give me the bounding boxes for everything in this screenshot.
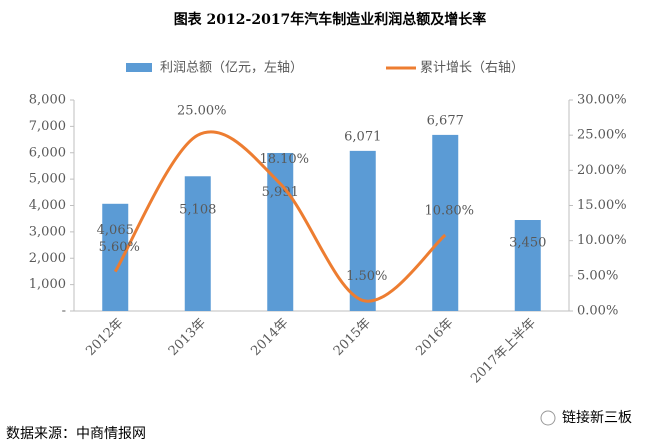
bar — [267, 152, 294, 311]
y2-tick-label: 25.00% — [577, 128, 627, 143]
y2-tick-label: 0.00% — [577, 304, 618, 319]
y2-tick-label: 20.00% — [577, 163, 627, 178]
legend-label: 累计增长（右轴） — [420, 61, 524, 76]
legend-label: 利润总额（亿元，左轴） — [160, 61, 303, 76]
y-tick-label: - — [62, 304, 66, 319]
source: 数据来源：中商情报网 — [6, 426, 146, 442]
y-tick-label: 4,000 — [29, 198, 66, 213]
y2-tick-label: 15.00% — [577, 198, 627, 213]
watermark-icon — [540, 410, 556, 426]
bar — [514, 220, 541, 311]
bar-value-label: 4,065 — [97, 223, 134, 238]
bar — [432, 134, 459, 311]
y-tick-label: 3,000 — [29, 224, 66, 239]
y-tick-label: 6,000 — [29, 145, 66, 160]
line-value-label: 25.00% — [177, 104, 227, 119]
y2-tick-label: 30.00% — [577, 93, 627, 108]
x-tick-label: 2015年 — [331, 316, 374, 359]
x-tick-label: 2014年 — [248, 316, 291, 359]
line-value-label: 1.50% — [346, 269, 387, 284]
x-tick-label: 2013年 — [166, 316, 209, 359]
line-value-label: 10.80% — [424, 204, 474, 219]
line-value-label: 5.60% — [99, 240, 140, 255]
y-tick-label: 8,000 — [29, 93, 66, 108]
y-tick-label: 5,000 — [29, 172, 66, 187]
y2-tick-label: 5.00% — [577, 268, 618, 283]
y-tick-label: 1,000 — [29, 277, 66, 292]
line — [113, 130, 447, 303]
bar — [184, 176, 211, 311]
y-tick-label: 7,000 — [29, 119, 66, 134]
chart-title: 图表 2012-2017年汽车制造业利润总额及增长率 — [174, 11, 487, 28]
y-tick-label: 2,000 — [29, 251, 66, 266]
bar-value-label: 5,108 — [179, 202, 216, 217]
x-tick-label: 2012年 — [83, 316, 126, 359]
bar-value-label: 6,071 — [344, 129, 381, 144]
x-tick-label: 2016年 — [413, 316, 456, 359]
watermark: 链接新三板 — [562, 409, 632, 426]
y2-tick-label: 10.00% — [577, 233, 627, 248]
bar — [349, 150, 376, 311]
bar-value-label: 3,450 — [509, 235, 546, 250]
bar-value-label: 6,677 — [427, 113, 464, 128]
x-tick-label: 2017年上半年 — [468, 316, 539, 387]
line-value-label: 18.10% — [259, 152, 309, 167]
legend-swatch — [126, 63, 152, 72]
